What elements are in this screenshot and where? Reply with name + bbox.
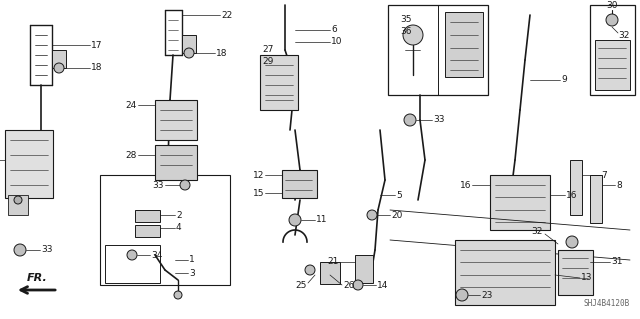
Bar (282, 170, 317, 198)
Text: 26: 26 (343, 280, 355, 290)
Text: SHJ4B4120B: SHJ4B4120B (584, 299, 630, 308)
Bar (100, 175, 230, 285)
Text: 6: 6 (331, 26, 337, 34)
Text: 8: 8 (616, 181, 621, 189)
Text: 4: 4 (176, 224, 182, 233)
Text: 5: 5 (396, 190, 402, 199)
Text: 15: 15 (253, 189, 264, 197)
Circle shape (14, 244, 26, 256)
Circle shape (403, 25, 423, 45)
Bar (355, 255, 373, 283)
Bar (490, 175, 550, 230)
Text: 29: 29 (262, 57, 273, 66)
Bar (135, 225, 160, 237)
Circle shape (305, 265, 315, 275)
Text: 3: 3 (189, 269, 195, 278)
Bar (590, 175, 602, 223)
Text: 11: 11 (316, 216, 328, 225)
Text: 12: 12 (253, 170, 264, 180)
Text: 30: 30 (606, 2, 618, 11)
Text: 23: 23 (481, 291, 492, 300)
Circle shape (289, 214, 301, 226)
Bar (52, 50, 66, 68)
Text: 32: 32 (618, 31, 629, 40)
Bar (260, 55, 298, 110)
Text: 7: 7 (601, 170, 607, 180)
Bar (388, 5, 488, 95)
Circle shape (54, 63, 64, 73)
Bar (8, 195, 28, 215)
Circle shape (353, 280, 363, 290)
Text: 2: 2 (176, 211, 182, 219)
Bar (182, 35, 196, 53)
Text: 33: 33 (41, 246, 52, 255)
Text: 17: 17 (91, 41, 102, 49)
Text: 16: 16 (566, 190, 577, 199)
Circle shape (127, 250, 137, 260)
Text: 31: 31 (611, 257, 623, 266)
Bar (320, 262, 340, 284)
Text: 27: 27 (262, 46, 273, 55)
Text: 18: 18 (91, 63, 102, 72)
Circle shape (566, 236, 578, 248)
Bar (445, 12, 483, 77)
Text: 33: 33 (152, 181, 164, 189)
Circle shape (14, 196, 22, 204)
Circle shape (456, 289, 468, 301)
Text: 9: 9 (561, 76, 567, 85)
Bar (590, 5, 635, 95)
Text: FR.: FR. (28, 273, 48, 283)
Bar (105, 245, 160, 283)
Circle shape (180, 180, 190, 190)
Bar (155, 100, 197, 140)
Circle shape (184, 48, 194, 58)
Text: 25: 25 (296, 280, 307, 290)
Circle shape (367, 210, 377, 220)
Text: 35: 35 (400, 16, 412, 25)
Text: 33: 33 (433, 115, 445, 124)
Circle shape (174, 291, 182, 299)
Text: 18: 18 (216, 48, 227, 57)
Bar (155, 145, 197, 180)
Text: 10: 10 (331, 38, 342, 47)
Bar (135, 210, 160, 222)
Text: 22: 22 (221, 11, 232, 19)
Text: 14: 14 (377, 280, 388, 290)
Bar (595, 40, 630, 90)
Circle shape (404, 114, 416, 126)
Text: 1: 1 (189, 256, 195, 264)
Text: 20: 20 (391, 211, 403, 219)
Text: 32: 32 (532, 227, 543, 236)
Bar (455, 240, 555, 305)
Bar (5, 130, 53, 198)
Text: 28: 28 (125, 151, 137, 160)
Text: 13: 13 (581, 273, 593, 283)
Bar (558, 250, 593, 295)
Text: 16: 16 (460, 181, 471, 189)
Text: 21: 21 (328, 257, 339, 266)
Text: 34: 34 (151, 250, 163, 259)
Circle shape (606, 14, 618, 26)
Text: 24: 24 (125, 100, 137, 109)
Text: 36: 36 (400, 27, 412, 36)
Bar (570, 160, 582, 215)
